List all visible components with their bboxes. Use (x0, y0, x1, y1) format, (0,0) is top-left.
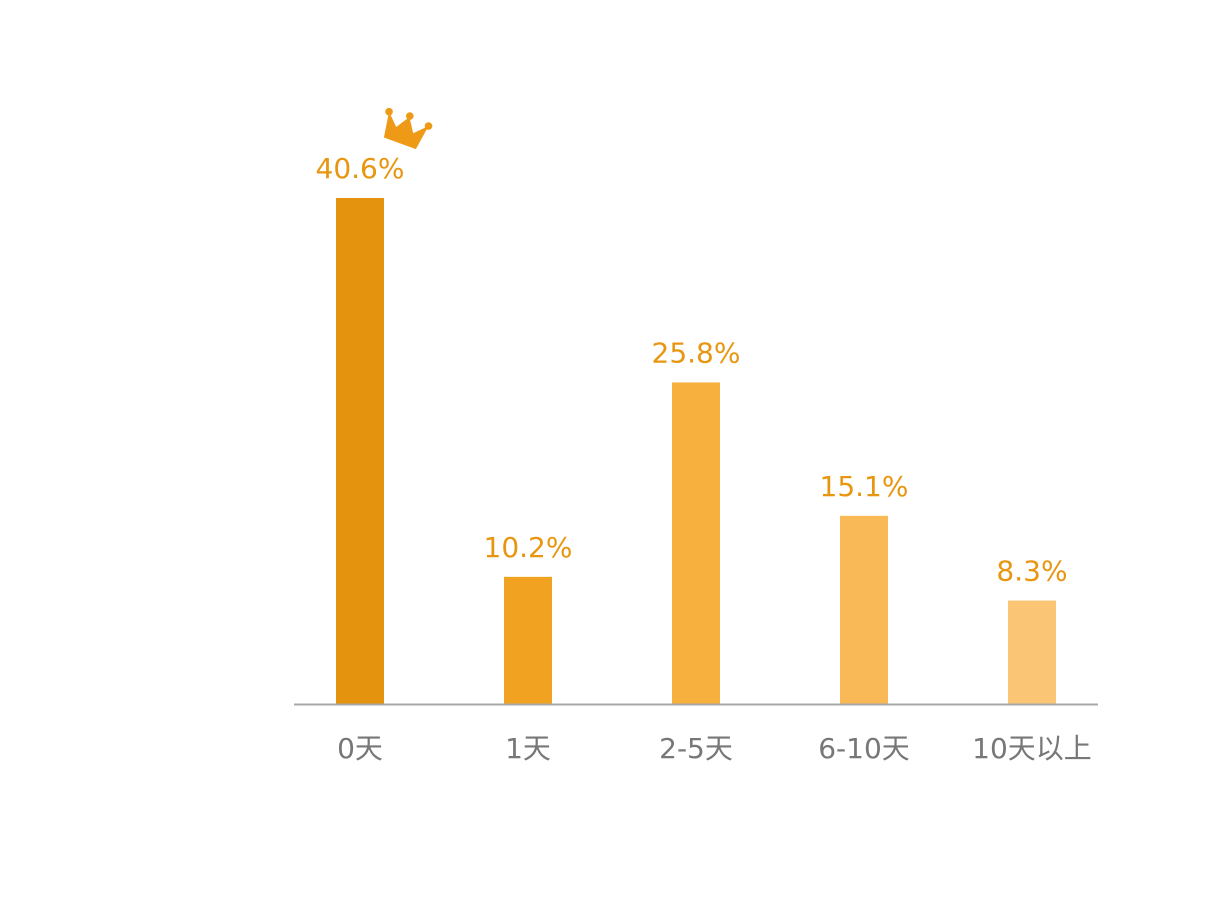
labels-layer: 40.6% 10.2% 25.8% 15.1% 8.3% (316, 152, 1068, 588)
bar-2 (504, 576, 552, 704)
bar-value-label: 10.2% (484, 531, 573, 564)
bar-4 (840, 515, 888, 704)
bar-value-label: 25.8% (652, 336, 741, 369)
bar-value-label: 8.3% (996, 555, 1067, 588)
bar-value-label: 40.6% (316, 152, 405, 185)
x-tick-label: 0天 (337, 732, 383, 765)
crown-icon (383, 107, 433, 150)
x-tick-label: 6-10天 (818, 732, 910, 765)
x-tick-label: 10天以上 (972, 732, 1092, 765)
bar-5 (1008, 600, 1056, 704)
x-tick-labels: 0天 1天 2-5天 6-10天 10天以上 (337, 732, 1092, 765)
bar-3 (672, 382, 720, 704)
bar-1 (336, 198, 384, 704)
x-tick-label: 1天 (505, 732, 551, 765)
bar-value-label: 15.1% (820, 470, 909, 503)
x-tick-label: 2-5天 (659, 732, 733, 765)
bars-layer (336, 198, 1056, 704)
